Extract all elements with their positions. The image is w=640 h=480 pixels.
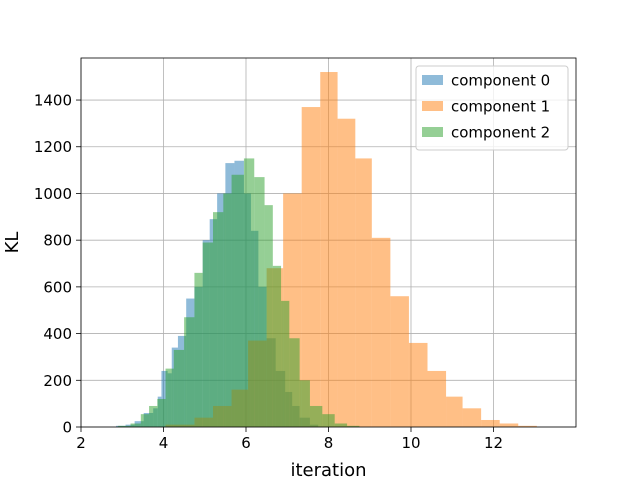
histogram-bar: [173, 349, 185, 427]
histogram-bar: [184, 317, 195, 427]
x-tick-label: 2: [76, 434, 86, 452]
legend-label: component 2: [451, 124, 550, 142]
x-axis-label: iteration: [290, 460, 366, 480]
legend-swatch: [422, 127, 443, 137]
histogram-bar: [481, 419, 500, 427]
y-tick-label: 600: [43, 278, 72, 296]
legend-box: [415, 65, 569, 151]
histogram-bar: [157, 398, 166, 427]
histogram-bar: [371, 237, 391, 427]
histogram-bar: [499, 423, 519, 427]
histogram-bar: [322, 414, 335, 427]
histogram-bar: [518, 425, 537, 427]
histogram-bar: [231, 174, 244, 427]
histogram-bar: [462, 408, 482, 427]
y-axis-label: KL: [2, 232, 23, 254]
histogram-bar: [118, 425, 131, 427]
histogram-bar: [264, 205, 273, 427]
y-tick-label: 800: [43, 232, 72, 250]
legend-label: component 0: [451, 72, 550, 90]
histogram-bar: [408, 342, 428, 427]
legend-label: component 1: [451, 98, 550, 116]
legend: component 0 component 1 component 2: [415, 65, 569, 151]
histogram-bar: [272, 265, 282, 427]
histogram-bar: [320, 72, 338, 427]
histogram-bar: [243, 158, 255, 427]
histogram-bar: [427, 370, 447, 427]
histogram-bar: [140, 414, 150, 427]
histogram-bar: [281, 300, 290, 427]
histogram-bar: [337, 118, 356, 427]
histogram-bar: [355, 158, 372, 427]
x-tick-label: 10: [401, 434, 420, 452]
histogram-bar: [390, 296, 409, 427]
histogram-bars: [116, 72, 537, 427]
histogram-bar: [309, 405, 323, 427]
legend-swatch: [422, 101, 443, 111]
y-tick-label: 1200: [34, 138, 72, 156]
axis-ticks: 2 4 6 8 10 12 0 200 400 600 800 1000 1200 1400: [34, 92, 503, 452]
histogram-bar: [347, 425, 360, 427]
y-tick-label: 400: [43, 325, 72, 343]
series-2-bars: [118, 158, 360, 427]
histogram-bar: [289, 338, 300, 427]
x-tick-label: 6: [241, 434, 251, 452]
y-tick-label: 1000: [34, 185, 72, 203]
histogram-bar: [299, 380, 310, 427]
x-tick-label: 4: [159, 434, 169, 452]
histogram-bar: [446, 396, 463, 427]
histogram-bar: [213, 212, 224, 427]
histogram-bar: [130, 423, 141, 427]
histogram-bar: [194, 272, 203, 427]
histogram-bar: [254, 177, 265, 427]
x-tick-label: 12: [484, 434, 503, 452]
legend-swatch: [422, 75, 443, 85]
y-tick-label: 0: [62, 419, 72, 437]
y-tick-label: 200: [43, 372, 72, 390]
histogram-bar: [223, 193, 232, 427]
histogram-bar: [301, 107, 321, 427]
histogram-bar: [149, 405, 158, 427]
x-tick-label: 8: [324, 434, 334, 452]
y-tick-label: 1400: [34, 92, 72, 110]
histogram-bar: [165, 368, 174, 427]
histogram-bar: [334, 423, 348, 427]
histogram-bar: [202, 242, 213, 427]
